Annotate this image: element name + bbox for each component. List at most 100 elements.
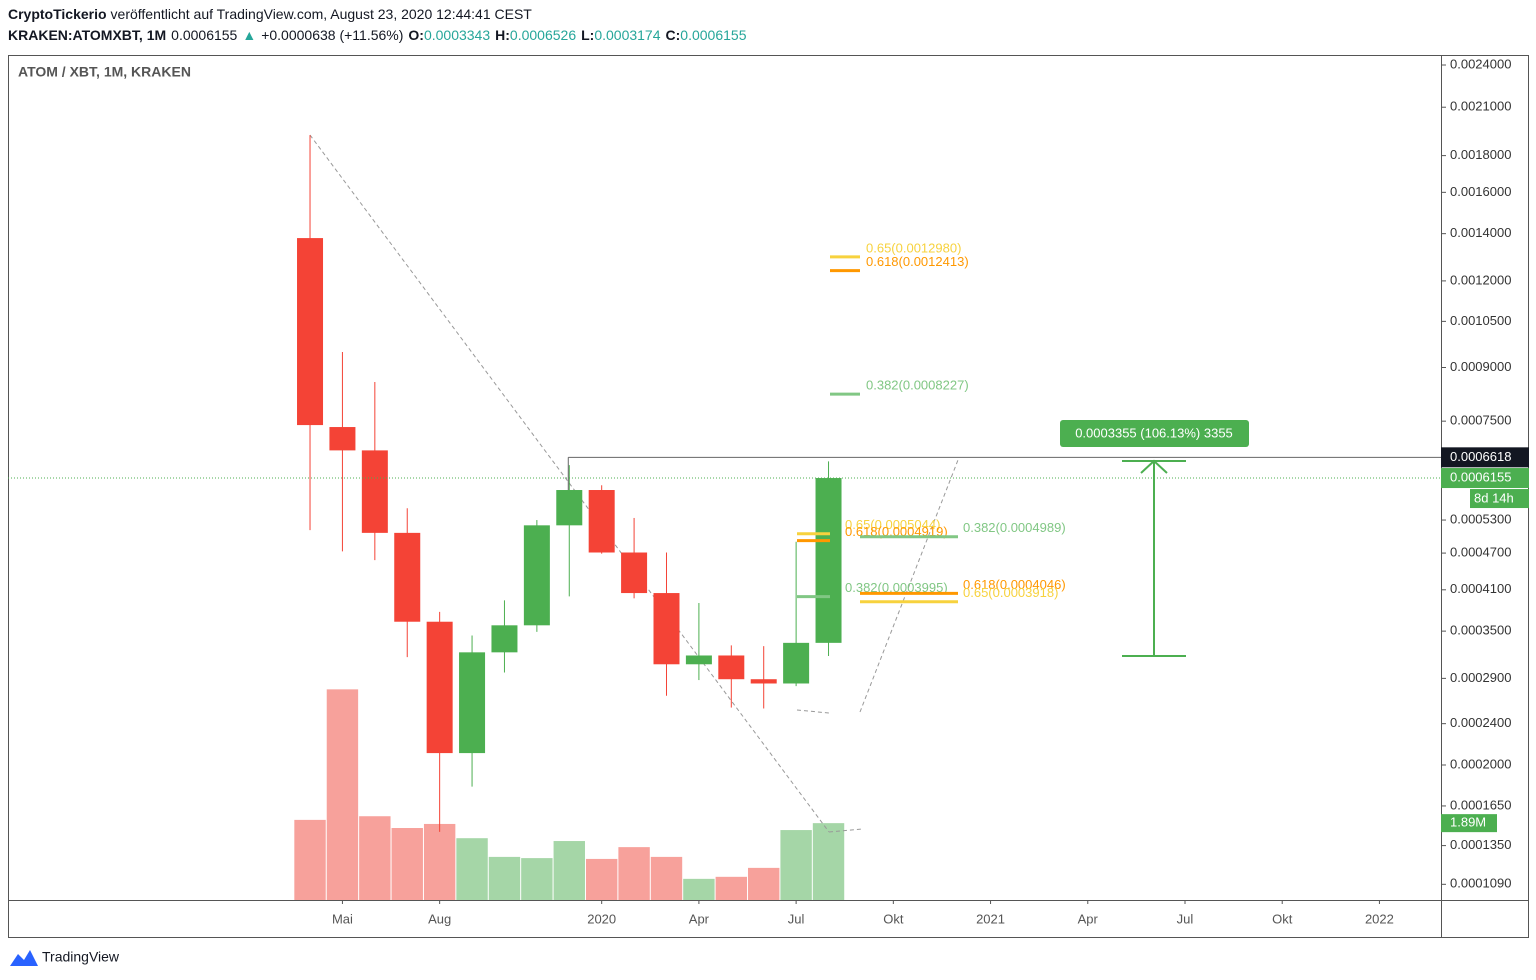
x-tick-label: Jul	[788, 911, 805, 926]
y-tick-label: 0.0001090	[1450, 876, 1511, 891]
y-tick-label: 0.0010500	[1450, 313, 1511, 328]
trend-lines	[309, 134, 959, 833]
x-tick-label: 2020	[587, 911, 616, 926]
change-arrow: ▲	[242, 27, 257, 43]
ohlc-key: H:	[495, 27, 510, 43]
candle-body	[394, 532, 421, 622]
price-line-label: 0.0006618	[1450, 449, 1511, 464]
candle-body	[621, 552, 648, 594]
x-tick-label: Okt	[1272, 911, 1293, 926]
x-tick-label: Aug	[428, 911, 451, 926]
volume-bar	[553, 841, 585, 900]
author: CryptoTickerio	[8, 6, 107, 22]
y-tick-label: 0.0004700	[1450, 545, 1511, 560]
chart-frame	[8, 55, 1529, 938]
fib-label: 0.618(0.0004046)	[963, 577, 1066, 592]
y-tick-label: 0.0016000	[1450, 184, 1511, 199]
volume-bar	[748, 867, 780, 900]
candle-body	[491, 625, 518, 653]
ohlc-value: 0.0006155	[680, 27, 747, 43]
fib-label: 0.65(0.0012980)	[866, 240, 961, 255]
y-tick-label: 0.0001650	[1450, 797, 1511, 812]
measure-arrowhead	[1140, 459, 1168, 474]
volume-bar	[521, 858, 553, 900]
y-tick-label: 0.0001350	[1450, 837, 1511, 852]
volume-bar	[391, 828, 423, 900]
y-tick-label: 0.0018000	[1450, 147, 1511, 162]
y-tick-label: 0.0009000	[1450, 359, 1511, 374]
y-tick-label: 0.0002400	[1450, 715, 1511, 730]
y-tick-label: 0.0005300	[1450, 511, 1511, 526]
projection-line	[828, 828, 863, 833]
published: veröffentlicht auf TradingView.com, Augu…	[110, 6, 532, 22]
volume-label: 1.89M	[1450, 815, 1486, 830]
last-price-tag	[1441, 468, 1529, 489]
ohlc-value: 0.0003174	[594, 27, 661, 43]
candle-body	[815, 478, 842, 643]
price-line-tag	[1441, 447, 1529, 468]
x-tick-label: 2022	[1365, 911, 1394, 926]
volume-bar	[585, 858, 618, 900]
fib-label: 0.618(0.0012413)	[866, 254, 969, 269]
volume-tag	[1441, 814, 1497, 833]
candle-body	[783, 642, 810, 684]
x-tick-label: Apr	[1078, 911, 1099, 926]
y-tick-label: 0.0024000	[1450, 56, 1511, 71]
volume-bar	[423, 823, 456, 900]
brand-name: TradingView	[42, 949, 120, 965]
candle-body	[556, 490, 583, 526]
fib-label: 0.65(0.0003918)	[963, 585, 1058, 600]
y-tick-label: 0.0007500	[1450, 413, 1511, 428]
volume-bar	[488, 856, 521, 900]
candle-body	[653, 593, 680, 665]
projection-line	[796, 709, 830, 714]
volume-bar	[359, 816, 391, 900]
fib-label: 0.382(0.0003995)	[845, 580, 948, 595]
measure-tool	[1122, 459, 1186, 657]
y-tick-label: 0.0014000	[1450, 225, 1511, 240]
candle-body	[459, 652, 486, 754]
candle-body	[329, 427, 356, 451]
y-tick-label: 0.0003500	[1450, 623, 1511, 638]
header-quote: KRAKEN:ATOMXBT, 1M 0.0006155 ▲ +0.000063…	[8, 27, 746, 43]
x-tick-label: Mai	[332, 911, 353, 926]
ohlc-value: 0.0003343	[423, 27, 491, 43]
candle-body	[297, 238, 324, 426]
y-tick-label: 0.0002000	[1450, 756, 1511, 771]
countdown-label: 8d 14h	[1474, 490, 1514, 505]
price-axis: 0.0024000 0.0021000 0.0018000 0.0016000 0.00…	[332, 56, 1529, 926]
brand-logo	[10, 950, 38, 966]
x-tick-label: Jul	[1177, 911, 1194, 926]
header-line: CryptoTickerio veröffentlicht auf Tradin…	[8, 6, 532, 22]
candle-layer	[297, 135, 842, 832]
x-tick-label: 2021	[976, 911, 1005, 926]
candle-body	[523, 525, 550, 626]
ohlc-value: 0.0006526	[509, 27, 577, 43]
volume-bar	[456, 838, 488, 900]
last-price-label: 0.0006155	[1450, 469, 1511, 484]
x-tick-label: Apr	[689, 911, 710, 926]
y-tick-label: 0.0004100	[1450, 581, 1511, 596]
volume-bar	[294, 819, 326, 900]
candle-body	[685, 655, 712, 665]
x-tick-label: Okt	[883, 911, 904, 926]
price: 0.0006155	[171, 27, 238, 43]
projection-line	[859, 459, 959, 713]
y-tick-label: 0.0002900	[1450, 670, 1511, 685]
fib-label: 0.382(0.0004989)	[963, 520, 1066, 535]
countdown-tag	[1470, 489, 1529, 509]
volume-bar	[715, 876, 748, 900]
fib-label: 0.65(0.0005044)	[845, 517, 940, 532]
y-tick-label: 0.0012000	[1450, 272, 1511, 287]
volume-bar	[780, 830, 812, 900]
candle-body	[361, 450, 388, 533]
ohlc-key: L:	[581, 27, 595, 43]
volume-bar	[326, 689, 359, 900]
candle-body	[750, 679, 777, 684]
overlay-layer: 0.65(0.0012980)0.618(0.0012413) 0.382(0.0…	[8, 240, 1441, 604]
fib-label: 0.382(0.0008227)	[866, 378, 969, 393]
measure-box	[1060, 420, 1249, 447]
brand: TradingView	[10, 949, 120, 966]
